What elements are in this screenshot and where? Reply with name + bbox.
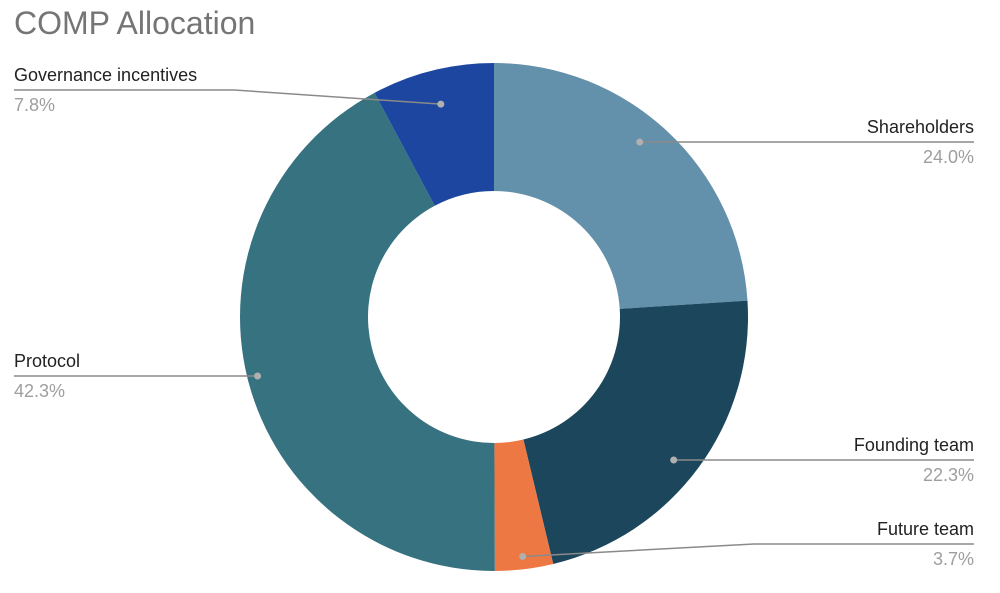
slice-label-founding-team: Founding team: [854, 435, 974, 455]
slice-percent-shareholders: 24.0%: [923, 147, 974, 167]
slice-percent-founding-team: 22.3%: [923, 465, 974, 485]
leader-dot-governance-incentives: [437, 100, 445, 108]
leader-line-governance-incentives: [14, 89, 441, 105]
slice-percent-protocol: 42.3%: [14, 381, 65, 401]
slice-label-governance-incentives: Governance incentives: [14, 65, 197, 85]
leader-dot-future-team: [519, 552, 527, 560]
leader-dot-founding-team: [670, 456, 678, 464]
slice-future-team: [494, 439, 554, 571]
slice-label-future-team: Future team: [877, 519, 974, 539]
slice-shareholders: [494, 63, 748, 309]
leader-dot-shareholders: [636, 138, 644, 146]
slice-governance-incentives: [374, 63, 494, 206]
leaders-layer: [14, 89, 974, 560]
slice-percent-future-team: 3.7%: [933, 549, 974, 569]
slices-layer: [240, 63, 748, 572]
slice-founding-team: [523, 300, 748, 564]
leader-line-future-team: [522, 543, 974, 558]
slice-percent-governance-incentives: 7.8%: [14, 95, 55, 115]
leader-dot-protocol: [254, 372, 262, 380]
slice-label-shareholders: Shareholders: [867, 117, 974, 137]
chart-title: COMP Allocation: [14, 5, 255, 41]
labels-layer: Shareholders 24.0% Founding team 22.3% Futur…: [14, 65, 974, 569]
slice-label-protocol: Protocol: [14, 351, 80, 371]
slice-protocol: [240, 92, 495, 572]
